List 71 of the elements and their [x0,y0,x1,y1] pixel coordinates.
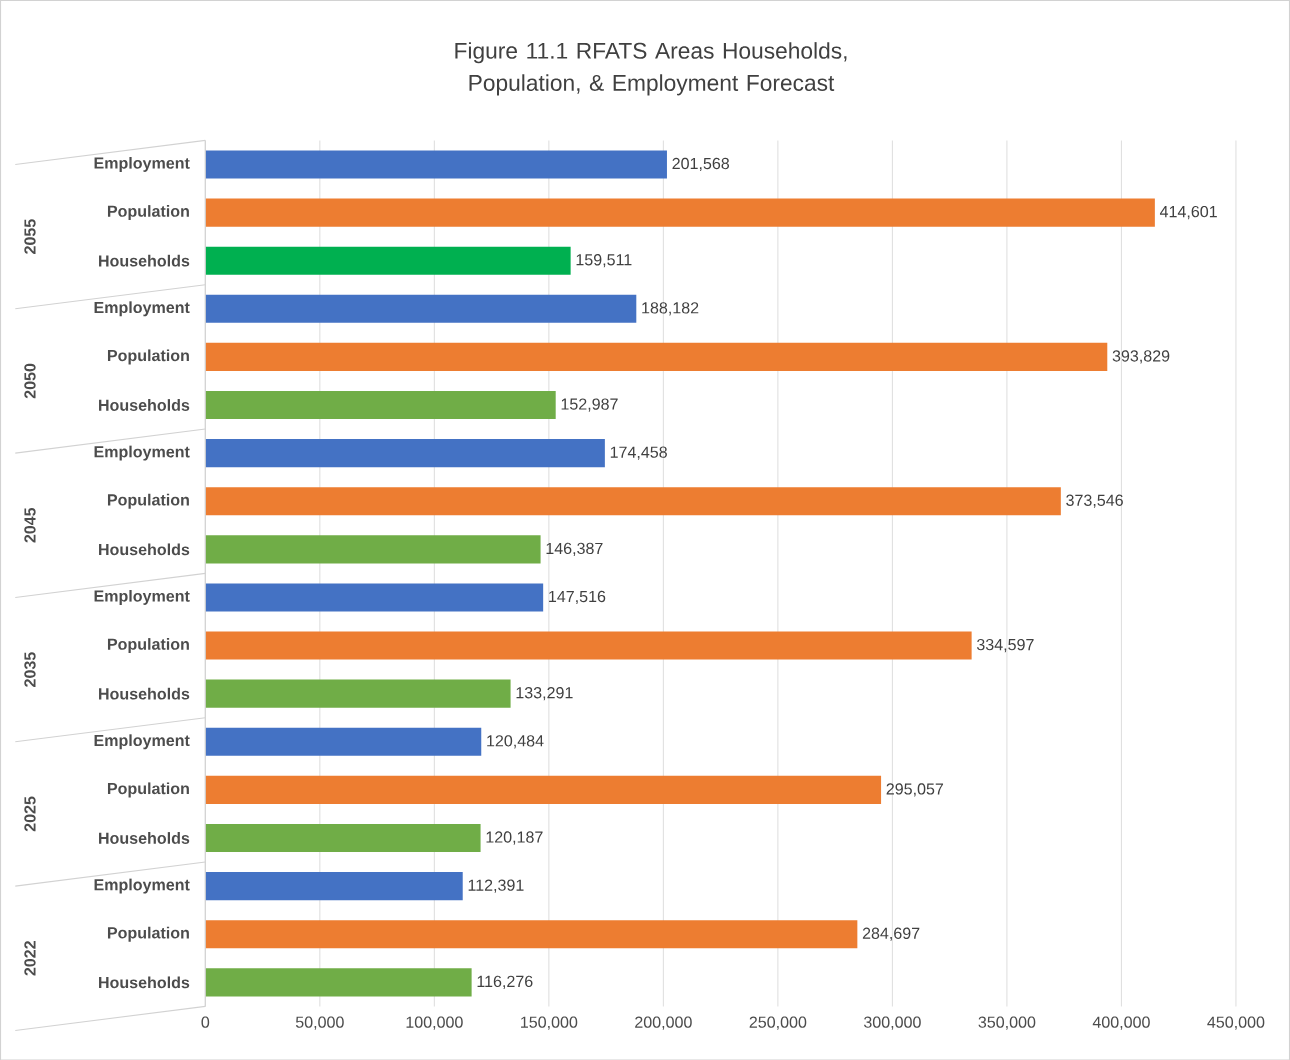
x-tick-label: 400,000 [1092,1016,1150,1030]
data-label: 120,484 [487,734,544,749]
x-tick-label: 250,000 [749,1016,807,1030]
y-tick-label: Population [107,782,189,798]
y-tick-label: Employment [94,445,190,461]
data-label: 112,391 [468,879,524,893]
data-label: 373,546 [1066,494,1123,508]
data-label: 147,516 [549,590,606,604]
data-label: 284,697 [862,927,920,941]
y-tick-label: Households [99,398,190,411]
y-tick-label: Population [107,349,189,365]
bar [205,438,605,467]
data-label: 201,568 [672,157,730,171]
y-tick-label: Households [99,543,190,556]
bar [205,871,463,900]
text: 2022 [24,940,36,976]
x-tick-label: 300,000 [863,1016,921,1030]
bar [205,535,541,564]
x-tick-label: 100,000 [406,1016,463,1030]
x-tick-label: 450,000 [1207,1016,1265,1030]
data-label: 116,276 [477,975,533,989]
y-tick-label: Households [99,976,190,988]
data-label: 120,187 [486,831,543,845]
chart-title: Figure 11.1 RFATS Areas Households, Population, & Employment Forecast [455,41,847,96]
data-label: 133,291 [516,686,573,701]
y-tick-label: Population [107,926,189,942]
y-tick-label: Population [107,493,189,509]
bar [205,342,1108,371]
bar [205,631,972,660]
data-label: 295,057 [886,783,944,797]
data-label: 146,387 [546,542,603,556]
text: 2050 [24,363,36,399]
y-tick-label: Employment [94,589,190,605]
bar [205,823,481,852]
y-tick-label: Population [107,637,189,653]
y-tick-label: Employment [94,301,190,317]
y-tick-label: Households [99,687,190,700]
bar [205,294,637,323]
x-tick-label: 200,000 [635,1016,692,1030]
x-tick-label: 50,000 [295,1016,344,1030]
text: 2055 [24,219,36,254]
y-tick-label: Employment [94,734,190,750]
data-label: 334,597 [976,638,1034,652]
bar [205,727,482,756]
y-tick-label: Households [99,831,190,844]
text: 2045 [24,507,36,543]
x-tick-label: 350,000 [978,1016,1036,1030]
bar [205,198,1155,227]
data-label: 188,182 [642,301,699,316]
bar [205,246,571,275]
data-label: 159,511 [576,253,632,268]
y-tick-label: Employment [94,156,190,172]
text: 2025 [24,796,36,832]
data-label: 393,829 [1112,350,1170,364]
bar [205,679,511,708]
bar [205,150,667,179]
data-label: 152,987 [561,398,618,412]
y-tick-label: Employment [94,878,190,894]
bar [205,390,556,419]
bar [205,919,858,949]
data-label: 174,458 [610,446,667,460]
bar [205,968,472,997]
x-tick-label: 150,000 [521,1016,578,1030]
data-label: 414,601 [1159,205,1217,219]
text: 2035 [24,651,36,687]
bar [205,775,882,804]
bar [205,486,1061,516]
bar [205,583,544,612]
x-tick-label: 0 [201,1016,210,1028]
y-tick-label: Population [107,204,189,220]
y-tick-label: Households [99,254,190,267]
